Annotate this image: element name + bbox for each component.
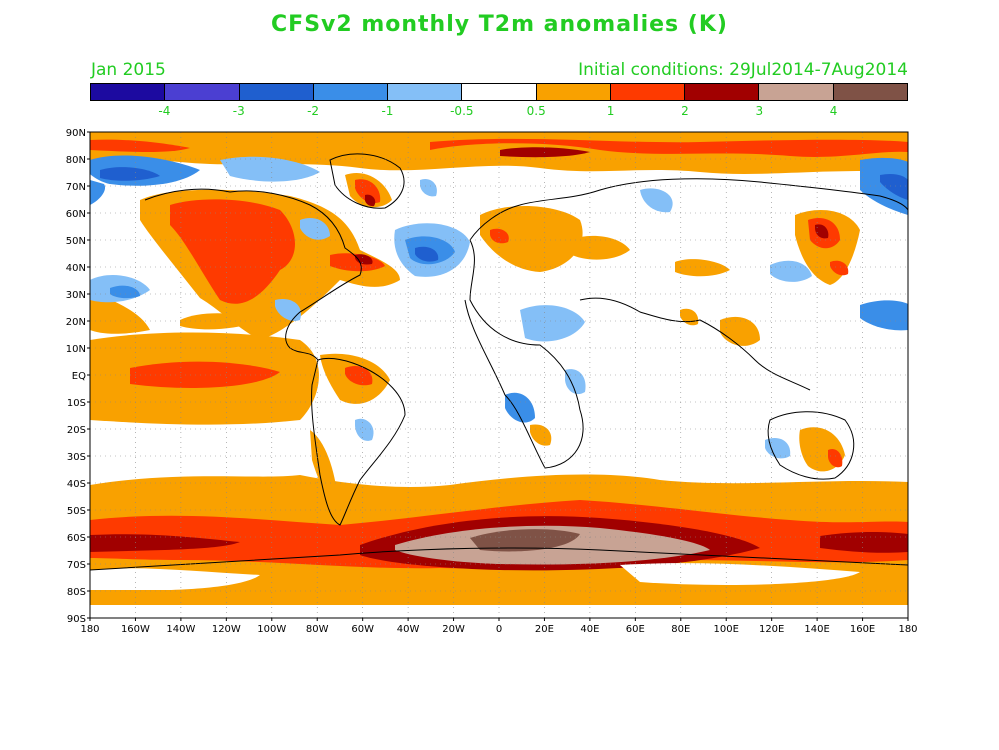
longitude-label: 20E — [535, 624, 554, 635]
latitude-label: 40S — [67, 479, 86, 490]
latitude-label: 70N — [66, 182, 86, 193]
longitude-label: 120W — [212, 624, 241, 635]
longitude-label: 140W — [166, 624, 195, 635]
latitude-label: 40N — [66, 263, 86, 274]
longitude-label: 0 — [496, 624, 502, 635]
longitude-label: 60E — [626, 624, 645, 635]
colorbar-label: -0.5 — [450, 104, 474, 118]
latitude-labels: 90N 80N 70N 60N 50N 40N 30N 20N 10N EQ 10S 20S 30S 40… — [66, 128, 90, 625]
colorbar-swatch — [165, 84, 240, 100]
longitude-label: 80E — [671, 624, 690, 635]
longitude-label: 40W — [397, 624, 420, 635]
coastlines — [90, 153, 908, 571]
colorbar-label: -1 — [381, 104, 394, 118]
latitude-label: 90S — [67, 614, 86, 625]
colorbar-swatch — [833, 84, 907, 100]
colorbar-swatch — [462, 84, 537, 100]
colorbar-swatch — [610, 84, 686, 100]
longitude-label: 80W — [306, 624, 329, 635]
longitude-label: 160E — [850, 624, 875, 635]
longitude-labels: 180 160W 140W 120W 100W 80W 60W 40W 20W 0 20E 40E 60… — [80, 618, 918, 635]
colorbar-swatch — [388, 84, 463, 100]
latitude-label: 80S — [67, 587, 86, 598]
latitude-label: 10S — [67, 398, 86, 409]
colorbar-label: 3 — [755, 104, 764, 118]
latitude-label: 90N — [66, 128, 86, 139]
longitude-label: 20W — [442, 624, 465, 635]
colorbar-swatch — [536, 84, 611, 100]
latitude-label: 30N — [66, 290, 86, 301]
colorbar-label: 4 — [829, 104, 838, 118]
longitude-label: 100E — [714, 624, 739, 635]
colorbar-label: 2 — [681, 104, 689, 118]
colorbar-label: 1 — [606, 104, 615, 118]
longitude-label: 60W — [351, 624, 374, 635]
latitude-label: 20S — [67, 425, 86, 436]
colorbar-swatch — [91, 84, 166, 100]
colorbar-label: -2 — [307, 104, 320, 118]
latitude-label: 20N — [66, 317, 86, 328]
latitude-label: 30S — [67, 452, 86, 463]
longitude-label: 140E — [804, 624, 829, 635]
longitude-label: 160W — [121, 624, 150, 635]
colorbar-swatch — [239, 84, 314, 100]
longitude-label: 40E — [580, 624, 599, 635]
colorbar-swatch — [685, 84, 760, 100]
latitude-label: 60S — [67, 533, 86, 544]
latitude-label: 10N — [66, 344, 86, 355]
longitude-label: 180 — [80, 624, 99, 635]
longitude-label: 180 — [898, 624, 917, 635]
map-title: CFSv2 monthly T2m anomalies (K) — [271, 12, 728, 37]
colorbar-swatch — [313, 84, 389, 100]
latitude-label: 50N — [66, 236, 86, 247]
initial-conditions-label: Initial conditions: 29Jul2014-7Aug2014 — [578, 60, 908, 80]
colorbar-swatch — [759, 84, 834, 100]
latitude-label: EQ — [72, 371, 86, 382]
longitude-label: 120E — [759, 624, 784, 635]
latitude-label: 80N — [66, 155, 86, 166]
grid — [90, 132, 908, 618]
valid-month-label: Jan 2015 — [91, 60, 166, 80]
colorbar-label: 0.5 — [526, 104, 546, 118]
longitude-label: 100W — [257, 624, 286, 635]
latitude-label: 70S — [67, 560, 86, 571]
colorbar-label: -3 — [232, 104, 245, 118]
colorbar-label: -4 — [158, 104, 171, 118]
latitude-label: 50S — [67, 506, 86, 517]
colorbar — [90, 83, 908, 101]
latitude-label: 60N — [66, 209, 86, 220]
